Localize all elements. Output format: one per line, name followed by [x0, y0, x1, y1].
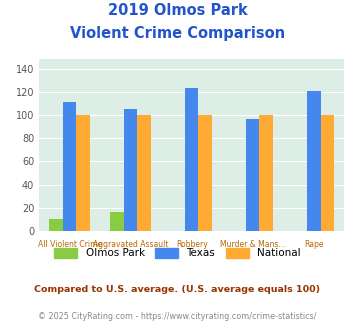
Text: Robbery: Robbery — [176, 240, 208, 249]
Bar — [49, 219, 63, 231]
Text: 2019 Olmos Park: 2019 Olmos Park — [108, 3, 247, 18]
Bar — [76, 115, 90, 231]
Bar — [260, 115, 273, 231]
Bar — [63, 102, 76, 231]
Bar — [321, 115, 334, 231]
Bar — [137, 115, 151, 231]
Text: Violent Crime Comparison: Violent Crime Comparison — [70, 26, 285, 41]
Text: Compared to U.S. average. (U.S. average equals 100): Compared to U.S. average. (U.S. average … — [34, 285, 321, 294]
Text: © 2025 CityRating.com - https://www.cityrating.com/crime-statistics/: © 2025 CityRating.com - https://www.city… — [38, 312, 317, 321]
Bar — [246, 118, 260, 231]
Bar — [110, 213, 124, 231]
Text: Rape: Rape — [304, 240, 323, 249]
Bar — [198, 115, 212, 231]
Bar — [307, 91, 321, 231]
Legend: Olmos Park, Texas, National: Olmos Park, Texas, National — [51, 245, 304, 261]
Text: Aggravated Assault: Aggravated Assault — [93, 240, 168, 249]
Text: All Violent Crime: All Violent Crime — [38, 240, 102, 249]
Text: Murder & Mans...: Murder & Mans... — [220, 240, 285, 249]
Bar — [185, 88, 198, 231]
Bar — [124, 109, 137, 231]
